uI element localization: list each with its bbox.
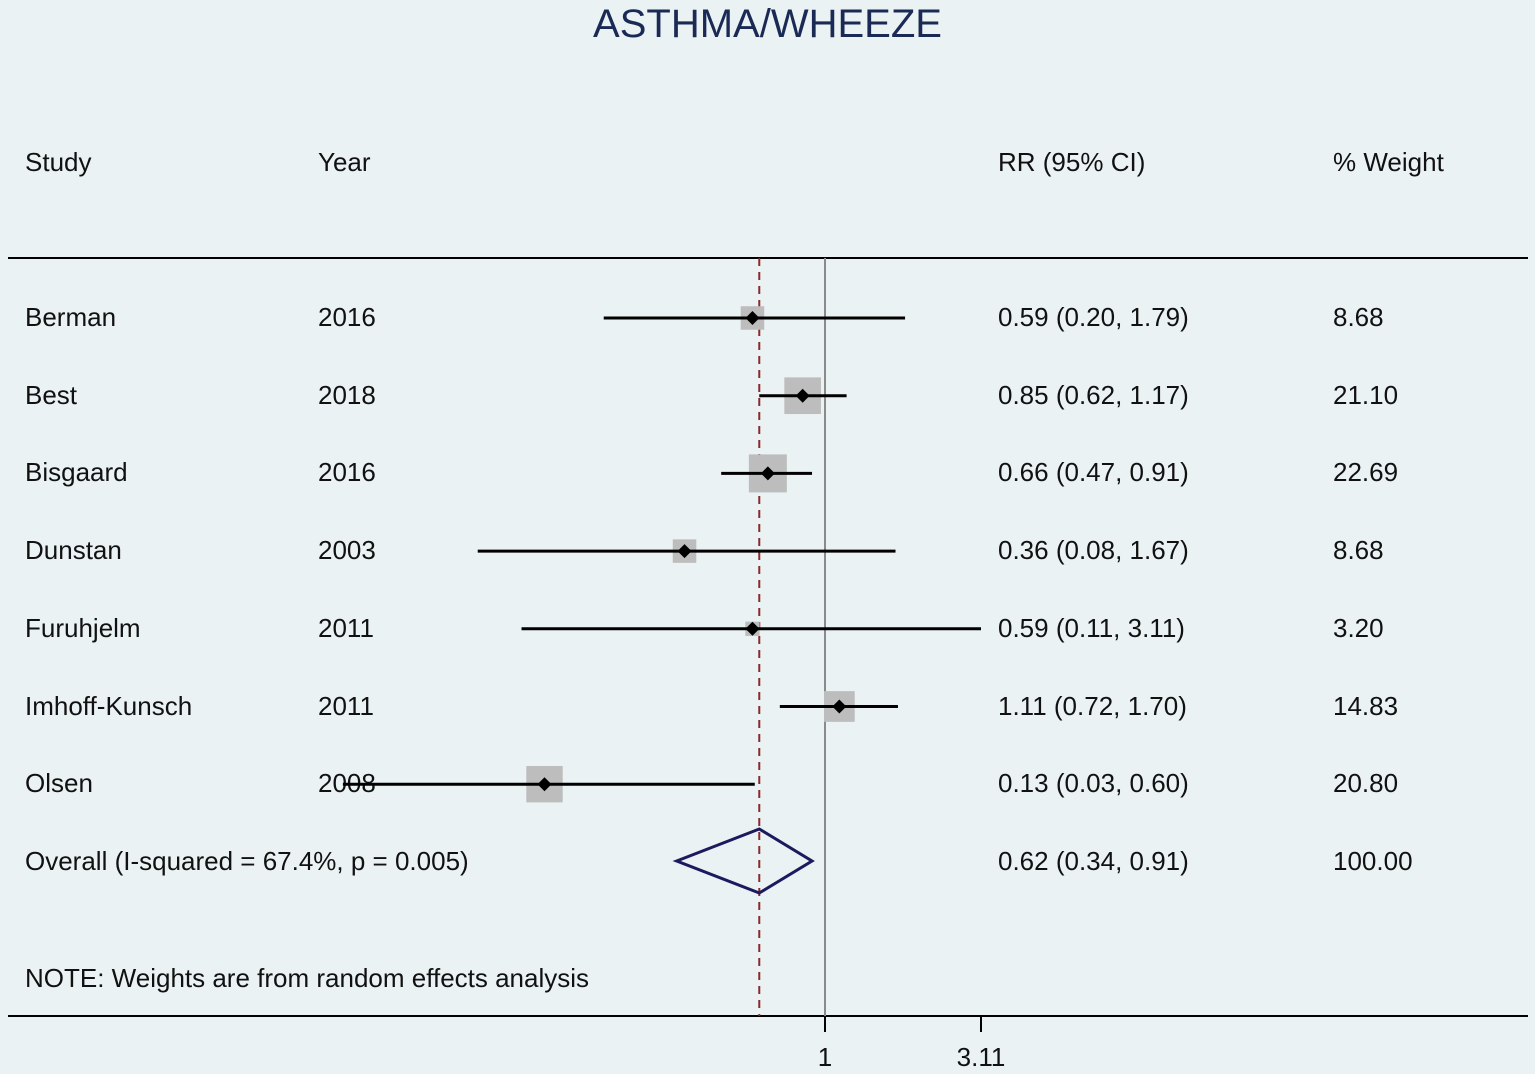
study-year: 2011 (318, 690, 374, 721)
study-rr-ci: 0.85 (0.62, 1.17) (998, 379, 1189, 410)
study-name: Berman (25, 302, 117, 332)
weights-note: NOTE: Weights are from random effects an… (25, 963, 590, 993)
x-tick-label: 1 (818, 1042, 832, 1072)
study-rr-ci: 0.66 (0.47, 0.91) (998, 457, 1189, 488)
study-year: 2003 (318, 535, 376, 566)
study-rr-ci: 0.36 (0.08, 1.67) (998, 535, 1189, 566)
study-weight: 21.10 (1333, 379, 1399, 410)
study-year: 2016 (318, 457, 376, 488)
study-year: 2016 (318, 302, 376, 332)
study-weight: 14.83 (1333, 690, 1399, 721)
point-estimate (537, 777, 552, 792)
study-year: 2018 (318, 379, 376, 410)
point-estimate (677, 544, 692, 559)
study-name: Bisgaard (25, 457, 128, 488)
point-estimate (745, 621, 760, 636)
overall-diamond (672, 827, 815, 895)
study-rr-ci: 0.59 (0.11, 3.11) (998, 612, 1185, 643)
study-name: Furuhjelm (25, 612, 141, 643)
point-estimate (745, 311, 760, 325)
x-tick-label: 3.11 (957, 1042, 1006, 1072)
point-estimate (760, 466, 775, 481)
header-study: Study (25, 147, 92, 177)
overall-weight: 100.00 (1333, 846, 1413, 876)
header-year: Year (318, 147, 371, 177)
point-estimate (832, 699, 847, 714)
study-rr-ci: 0.13 (0.03, 0.60) (998, 768, 1189, 799)
study-rr-ci: 1.11 (0.72, 1.70) (998, 690, 1187, 721)
overall-rr-ci: 0.62 (0.34, 0.91) (998, 846, 1189, 876)
study-weight: 22.69 (1333, 457, 1399, 488)
point-estimate (795, 388, 810, 403)
study-name: Best (25, 379, 78, 410)
study-name: Dunstan (25, 535, 122, 566)
study-name: Olsen (25, 768, 93, 799)
overall-label: Overall (I-squared = 67.4%, p = 0.005) (25, 846, 469, 876)
chart-title: ASTHMA/WHEEZE (593, 2, 942, 46)
study-weight: 8.68 (1333, 302, 1384, 332)
study-weight: 8.68 (1333, 535, 1384, 566)
study-name: Imhoff-Kunsch (25, 690, 193, 721)
study-weight: 20.80 (1333, 768, 1399, 799)
study-year: 2011 (318, 612, 374, 643)
header-weight: % Weight (1333, 147, 1444, 177)
study-weight: 3.20 (1333, 612, 1384, 643)
header-rr-ci: RR (95% CI) (998, 147, 1146, 177)
study-rr-ci: 0.59 (0.20, 1.79) (998, 302, 1189, 332)
